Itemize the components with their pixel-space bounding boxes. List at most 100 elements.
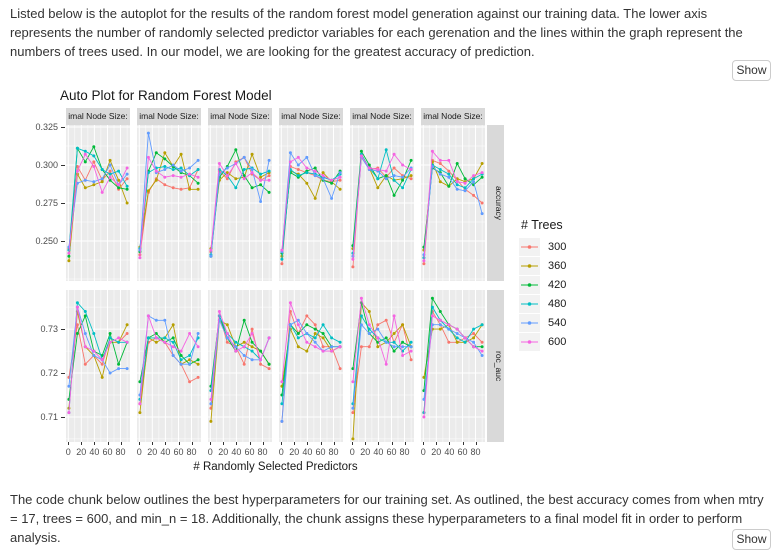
x-tick-label: 20 <box>289 447 300 457</box>
x-tick-label: 40 <box>231 447 242 457</box>
legend-key-420 <box>519 276 540 294</box>
y-tick-mark <box>61 203 65 204</box>
x-tick-mark <box>210 442 212 445</box>
y-tick-label: 0.73 <box>40 324 58 335</box>
accuracy-panel-6 <box>421 125 485 281</box>
x-tick-mark <box>365 442 367 445</box>
y-tick-label: 0.250 <box>35 236 58 246</box>
x-tick-label: 0 <box>278 447 284 457</box>
facet-strip-roc-auc: roc_auc <box>487 290 504 442</box>
x-tick-label: 80 <box>328 447 339 457</box>
facet-strip-2: imal Node Size: <box>137 108 201 125</box>
x-tick-mark <box>294 442 296 445</box>
legend-label-420: 420 <box>548 279 567 291</box>
x-tick-label: 0 <box>136 447 142 457</box>
show-code-button-top[interactable]: Show <box>732 60 771 81</box>
legend-key-360 <box>519 257 540 275</box>
y-tick-label: 0.275 <box>35 198 58 208</box>
x-tick-mark <box>404 442 406 445</box>
y-tick-mark <box>61 329 65 331</box>
x-tick-label: 60 <box>457 447 468 457</box>
accuracy-panel-5 <box>350 125 414 281</box>
x-tick-label: 20 <box>147 447 158 457</box>
x-tick-mark <box>320 442 322 445</box>
plot-title: Auto Plot for Random Forest Model <box>60 88 272 103</box>
y-tick-label: 0.72 <box>40 368 58 378</box>
x-tick-label: 20 <box>360 447 371 457</box>
roc-auc-panel-5 <box>350 290 414 442</box>
x-tick-mark <box>120 442 122 445</box>
x-tick-label: 40 <box>302 447 313 457</box>
x-tick-mark <box>262 442 264 445</box>
x-tick-label: 40 <box>89 447 100 457</box>
roc-auc-panel-4 <box>279 290 343 442</box>
legend-key-300 <box>519 238 540 256</box>
y-tick-mark <box>61 241 65 242</box>
autoplot-figure: Auto Plot for Random Forest Model imal N… <box>0 86 680 486</box>
legend-label-540: 540 <box>548 317 567 329</box>
x-tick-label: 0 <box>349 447 355 457</box>
x-tick-mark <box>165 442 167 445</box>
x-tick-mark <box>423 442 425 445</box>
x-tick-label: 60 <box>244 447 255 457</box>
legend-key-540 <box>519 314 540 332</box>
x-tick-mark <box>352 442 354 445</box>
x-tick-label: 20 <box>76 447 87 457</box>
x-tick-label: 60 <box>173 447 184 457</box>
x-tick-mark <box>68 442 70 445</box>
x-tick-mark <box>81 442 83 445</box>
legend-label-300: 300 <box>548 241 567 253</box>
x-tick-mark <box>178 442 180 445</box>
x-tick-label: 0 <box>207 447 213 457</box>
y-tick-mark <box>61 373 65 374</box>
facet-strip-6: imal Node Size: <box>421 108 485 125</box>
x-tick-label: 60 <box>102 447 113 457</box>
x-tick-label: 0 <box>420 447 426 457</box>
y-tick-label: 0.300 <box>35 160 58 170</box>
x-tick-mark <box>249 442 251 445</box>
y-tick-label: 0.71 <box>40 412 58 422</box>
x-tick-label: 20 <box>431 447 442 457</box>
roc-auc-panel-3 <box>208 290 272 442</box>
x-tick-mark <box>436 442 438 445</box>
legend-label-360: 360 <box>548 260 567 272</box>
x-tick-label: 60 <box>315 447 326 457</box>
x-tick-mark <box>236 442 238 445</box>
x-tick-label: 80 <box>399 447 410 457</box>
x-tick-mark <box>191 442 193 445</box>
x-tick-mark <box>139 442 141 445</box>
facet-strip-5: imal Node Size: <box>350 108 414 125</box>
x-tick-label: 20 <box>218 447 229 457</box>
y-tick-mark <box>61 127 65 128</box>
x-tick-mark <box>94 442 96 445</box>
roc-auc-panel-6 <box>421 290 485 442</box>
x-tick-mark <box>107 442 109 445</box>
x-tick-label: 0 <box>65 447 71 457</box>
x-tick-label: 40 <box>444 447 455 457</box>
facet-strip-4: imal Node Size: <box>279 108 343 125</box>
facet-strip-accuracy: accuracy <box>487 125 504 281</box>
accuracy-panel-3 <box>208 125 272 281</box>
y-tick-mark <box>61 417 65 418</box>
x-tick-label: 80 <box>115 447 126 457</box>
x-tick-mark <box>378 442 380 445</box>
outro-paragraph: The code chunk below outlines the best h… <box>10 492 764 545</box>
accuracy-panel-1 <box>66 125 130 281</box>
x-tick-label: 80 <box>257 447 268 457</box>
x-tick-label: 40 <box>373 447 384 457</box>
x-tick-mark <box>449 442 451 445</box>
y-tick-label: 0.325 <box>35 122 58 132</box>
legend-key-600 <box>519 333 540 351</box>
facet-strip-3: imal Node Size: <box>208 108 272 125</box>
show-code-button-bottom[interactable]: Show <box>732 529 771 550</box>
x-tick-mark <box>391 442 393 445</box>
roc-auc-panel-2 <box>137 290 201 442</box>
x-tick-mark <box>475 442 477 445</box>
x-tick-mark <box>152 442 154 445</box>
facet-strip-1: imal Node Size: <box>66 108 130 125</box>
y-tick-mark <box>61 165 65 166</box>
legend-label-480: 480 <box>548 298 567 310</box>
x-tick-mark <box>223 442 225 445</box>
legend-key-480 <box>519 295 540 313</box>
roc-auc-panel-1 <box>66 290 130 442</box>
